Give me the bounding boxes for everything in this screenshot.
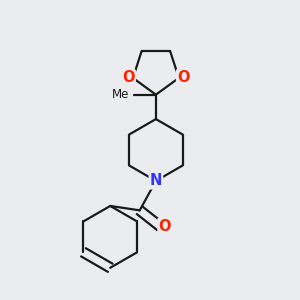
Text: O: O — [177, 70, 190, 86]
Text: N: N — [150, 173, 162, 188]
Text: Me: Me — [112, 88, 129, 101]
Text: O: O — [122, 70, 135, 86]
Text: O: O — [158, 219, 171, 234]
